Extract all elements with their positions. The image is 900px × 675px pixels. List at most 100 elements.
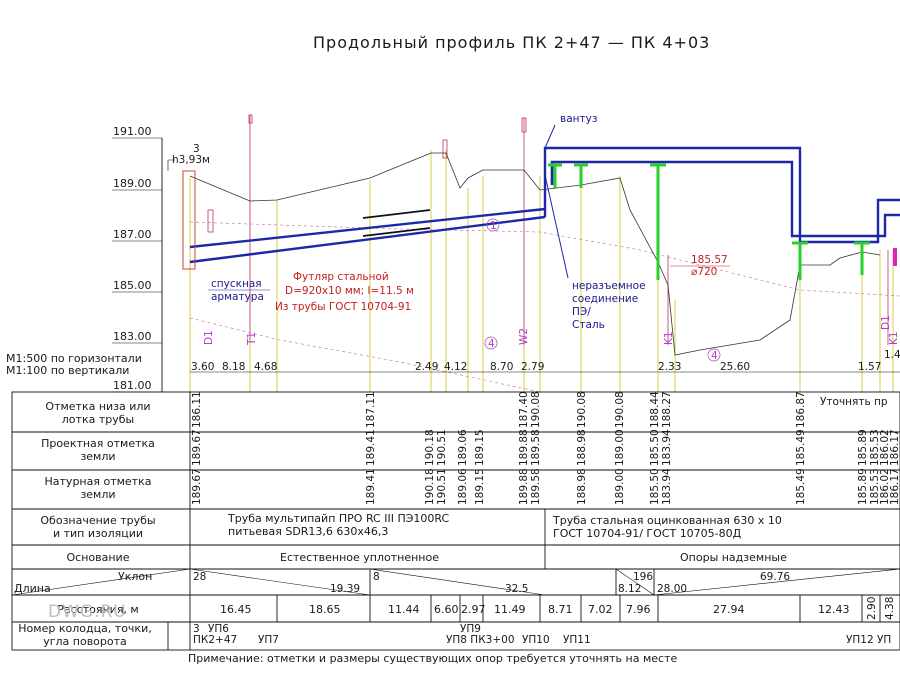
conn-label-2: соединение: [572, 293, 638, 305]
tag-k1: K1: [663, 331, 675, 345]
dim-7: 2.79: [521, 361, 544, 373]
axis-tick-189: 189.00: [113, 177, 152, 190]
design-5: 189.06: [457, 429, 469, 466]
design-1: 189.67: [191, 429, 203, 466]
elev-mark: 185.57: [691, 254, 728, 266]
start-well: [182, 170, 196, 270]
dim-9: 25.60: [720, 361, 750, 373]
natural-13: 185.49: [795, 468, 807, 505]
steel-casing: [362, 209, 431, 237]
design-6: 189.15: [474, 429, 486, 466]
dist-4: 6.60: [434, 603, 459, 616]
well-top-3: УП9: [460, 623, 481, 635]
spusk-label-1: спускная: [211, 278, 262, 290]
dim-8: 2.33: [658, 361, 681, 373]
casing-label-2: D=920x10 мм; l=11.5 м: [285, 285, 414, 297]
axis-tick-181: 181.00: [113, 379, 152, 392]
natural-12: 183.94: [661, 468, 673, 505]
depth-label: h3,93м: [172, 154, 210, 166]
invert-4: 190.08: [530, 391, 542, 428]
dim-5: 4.12: [444, 361, 467, 373]
well-bot-6: УП12: [846, 634, 874, 646]
design-9: 188.98: [576, 429, 588, 466]
natural-8: 189.58: [530, 468, 542, 505]
casing-label-1: Футляр стальной: [293, 271, 389, 283]
row-length: Длина: [14, 582, 51, 595]
conn-leader: [544, 174, 569, 279]
natural-17: 186.17: [889, 468, 900, 505]
dimension-line: 3.60 8.18 4.68 2.49 4.12 8.70 2.79 2.33 …: [190, 349, 900, 373]
ground-line: [189, 152, 881, 356]
invert-6: 190.08: [614, 391, 626, 428]
conn-label-4: Сталь: [572, 319, 605, 331]
row-design-1: Проектная отметка: [41, 437, 155, 450]
invert-9: 186.87: [795, 391, 807, 428]
circle-mark-4a: 4: [488, 338, 495, 350]
pipe-right-1: Труба стальная оцинкованная 630 х 10: [552, 514, 782, 527]
spusk-label-2: арматура: [211, 291, 264, 303]
dist-2: 18.65: [309, 603, 341, 616]
well-bot-5: УП11: [563, 634, 591, 646]
diam-mark: ⌀720: [691, 266, 717, 278]
axis-tick-185: 185.00: [113, 279, 152, 292]
row-base: Основание: [67, 551, 130, 564]
scale-horizontal: М1:500 по горизонтали: [6, 352, 142, 365]
length-3: 8.12: [618, 583, 641, 595]
dist-3: 11.44: [388, 603, 420, 616]
well-bot-3: УП8 ПК3+00: [446, 634, 515, 646]
dim-3: 4.68: [254, 361, 277, 373]
invert-7: 188.44: [649, 391, 661, 428]
elevation-axis: 191.00 189.00 187.00 185.00 183.00 181.0…: [112, 125, 163, 393]
conn-label-1: неразъемное: [572, 280, 646, 292]
design-14: 185.89: [857, 429, 869, 466]
design-16: 186.02: [879, 429, 891, 466]
structure-markers: [207, 114, 889, 345]
slope-2: 8: [373, 571, 380, 583]
pipe-right-2: ГОСТ 10704-91/ ГОСТ 10705-80Д: [553, 527, 742, 540]
ventuz-label: вантуз: [560, 113, 597, 125]
invert-8: 188.27: [661, 391, 673, 428]
conn-label-3: ПЭ/: [572, 306, 591, 318]
profile-table: [11, 391, 900, 651]
vertical-tags: D1 T1 W2 K1 D1 K1: [203, 315, 900, 346]
scale-vertical: М1:100 по вертикали: [6, 364, 129, 377]
dim-11: 1.4: [884, 349, 900, 361]
design-3: 190.18: [424, 429, 436, 466]
row-labels: Отметка низа или лотка трубы Проектная о…: [18, 400, 155, 648]
well-top-1: 3: [193, 623, 200, 635]
design-7: 189.88: [518, 429, 530, 466]
well-bot-4: УП10: [522, 634, 550, 646]
row-invert-2: лотка трубы: [62, 413, 134, 426]
tag-d1-b: D1: [880, 315, 892, 330]
row-wells-2: угла поворота: [43, 635, 127, 648]
invert-1: 186.11: [191, 391, 203, 428]
natural-16: 186.02: [879, 468, 891, 505]
natural-6: 189.15: [474, 468, 486, 505]
design-17: 186.17: [889, 429, 900, 466]
invert-5: 190.08: [576, 391, 588, 428]
depth-leader: [167, 159, 175, 171]
ventuz-leader: [544, 124, 556, 149]
design-15: 185.53: [869, 429, 881, 466]
natural-2: 189.41: [365, 468, 377, 505]
axis-tick-183: 183.00: [113, 330, 152, 343]
length-2: 32.5: [505, 583, 528, 595]
natural-11: 185.50: [649, 468, 661, 505]
well-top-2: УП6: [208, 623, 229, 635]
design-11: 185.50: [649, 429, 661, 466]
circle-mark-4b: 4: [711, 350, 718, 362]
row-natural-2: земли: [80, 488, 115, 501]
design-values: 189.67 189.41 190.18 190.51 189.06 189.1…: [191, 429, 900, 466]
base-left: Естественное уплотненное: [280, 551, 439, 564]
dim-1: 3.60: [191, 361, 214, 373]
natural-3: 190.18: [424, 468, 436, 505]
dim-6: 8.70: [490, 361, 513, 373]
dist-8: 7.02: [588, 603, 613, 616]
design-4: 190.51: [436, 429, 448, 466]
natural-5: 189.06: [457, 468, 469, 505]
slope-4: 28.00: [657, 583, 687, 595]
slope-3: 196: [633, 571, 653, 583]
invert-2: 187.11: [365, 391, 377, 428]
row-design-2: земли: [80, 450, 115, 463]
